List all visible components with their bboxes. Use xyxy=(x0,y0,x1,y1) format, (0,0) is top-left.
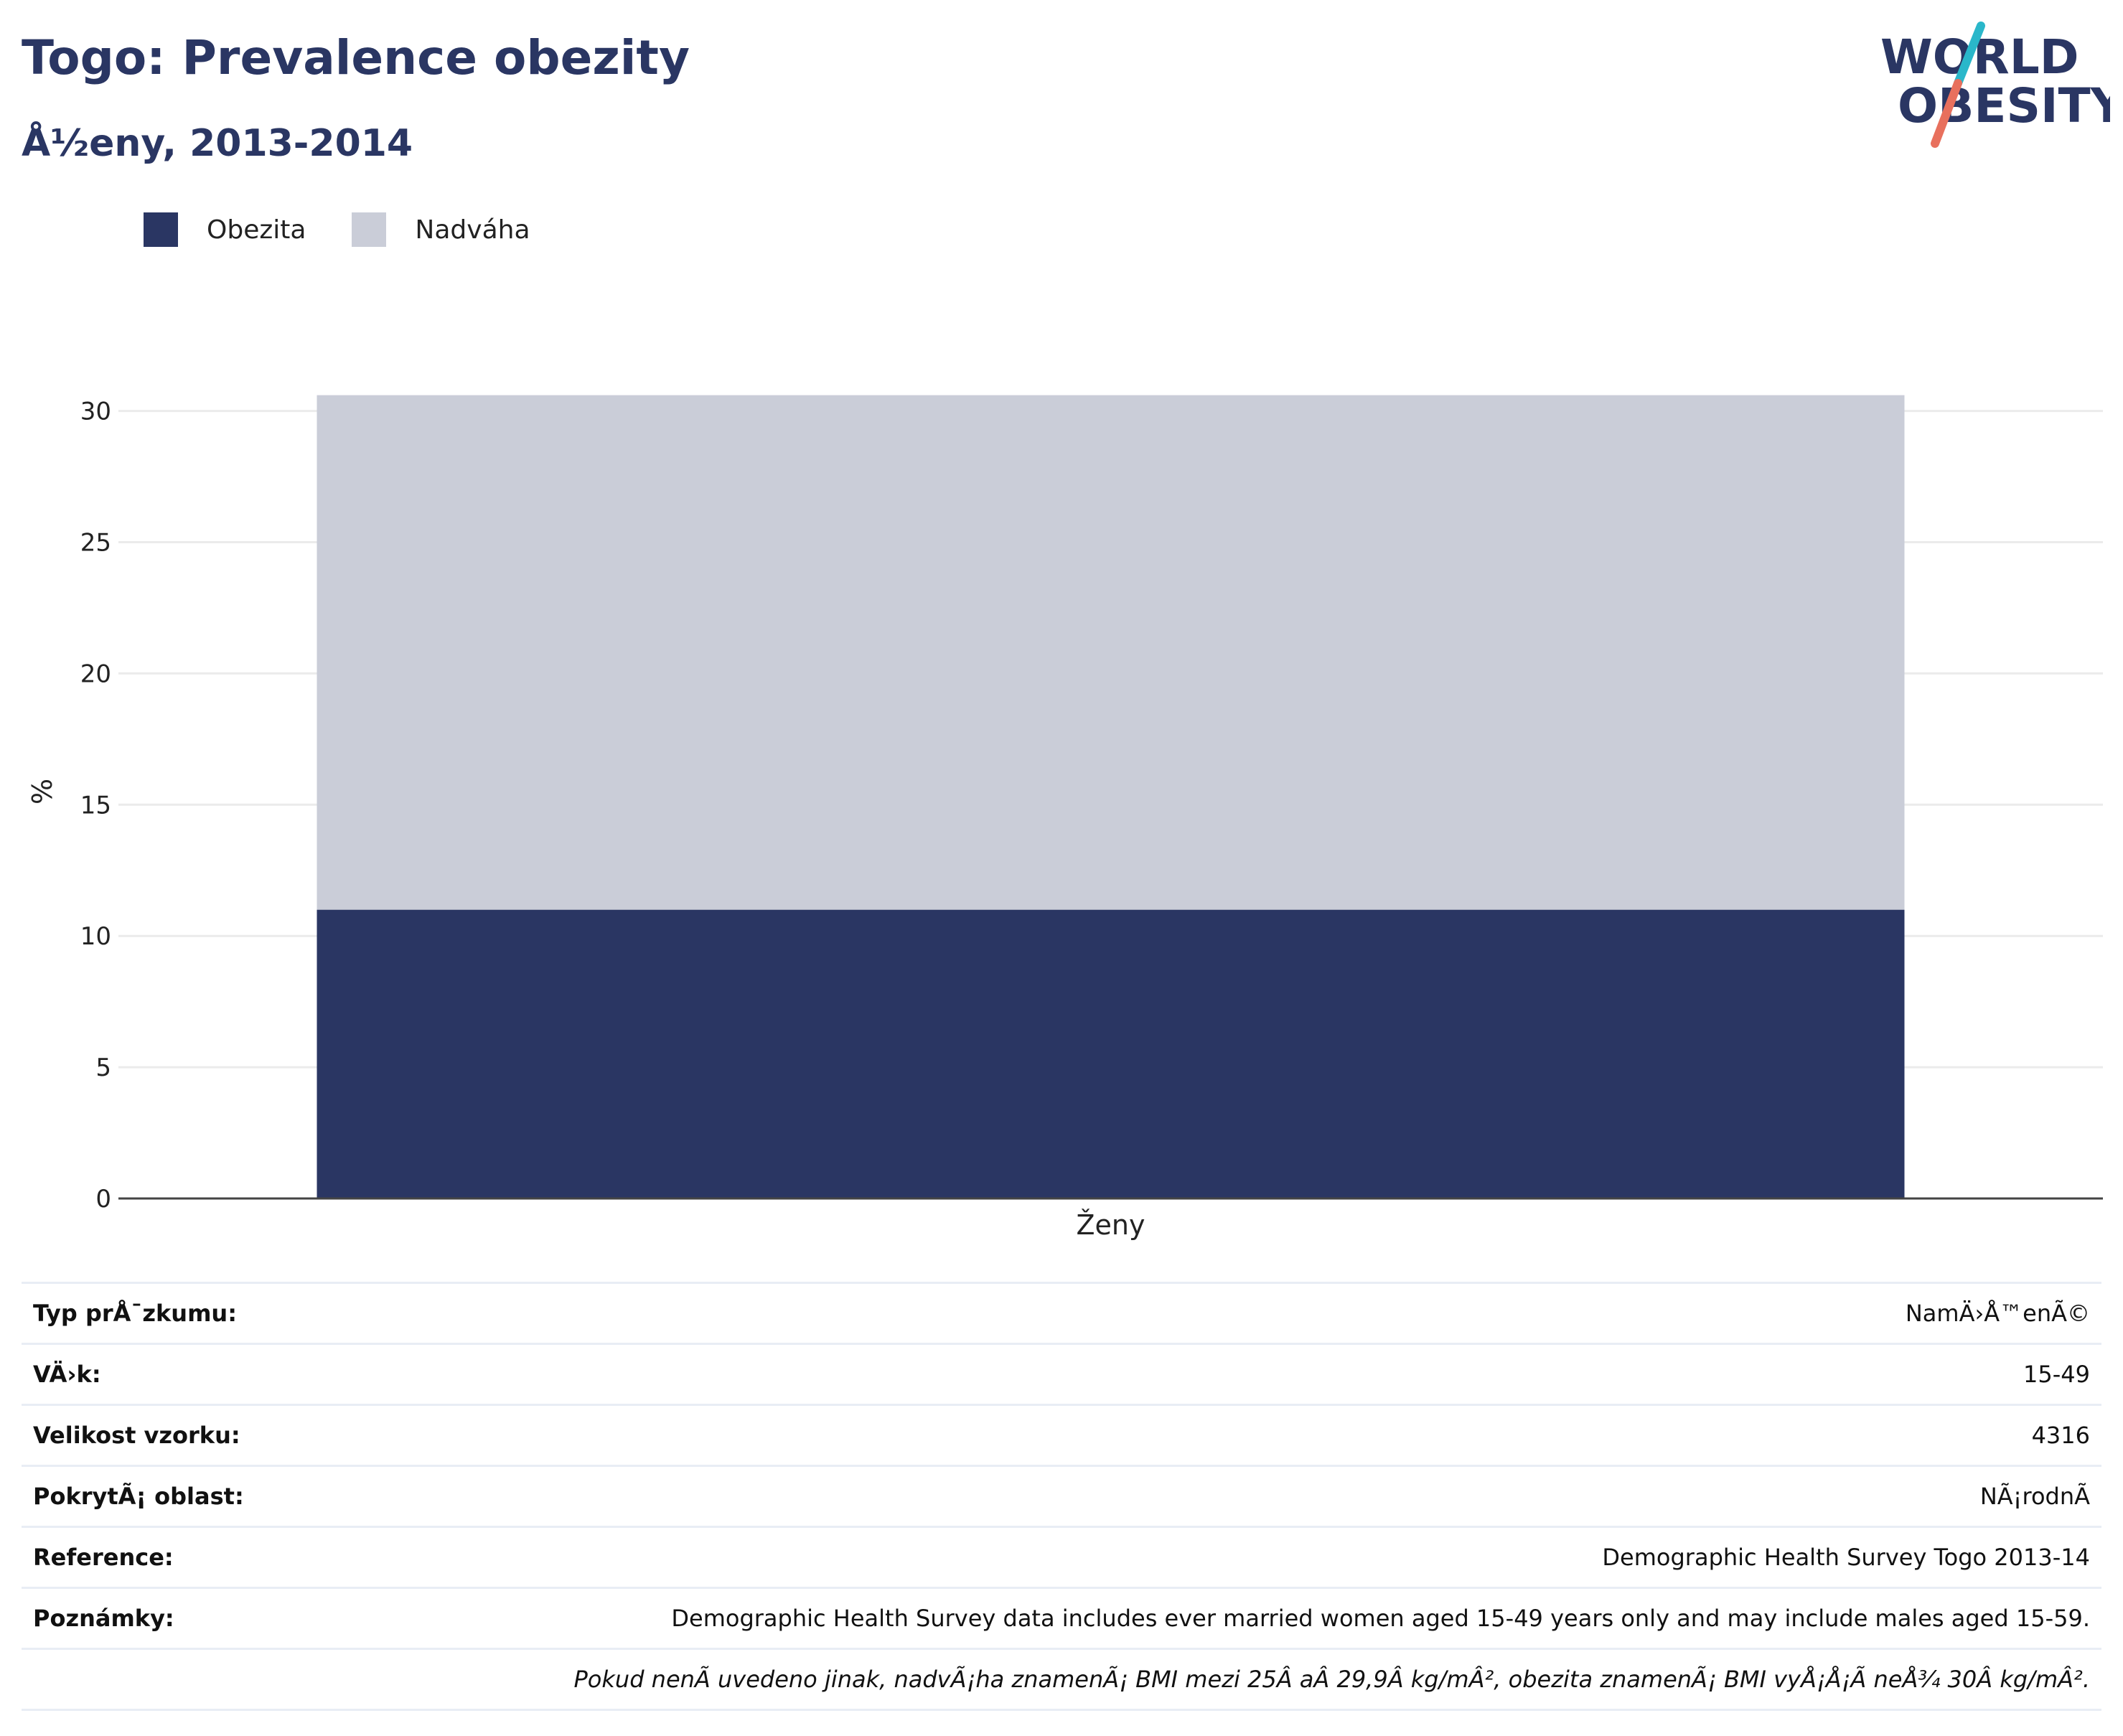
info-row-survey-type: Typ prÅ¯zkumu: NamÄ›Å™enÃ© xyxy=(22,1282,2101,1343)
info-key: PokrytÃ¡ oblast: xyxy=(33,1483,244,1510)
bar-obezita xyxy=(317,909,1905,1198)
legend-label-obezita[interactable]: Obezita xyxy=(207,215,306,245)
bar-nadv-ha xyxy=(317,395,1905,910)
info-table: Typ prÅ¯zkumu: NamÄ›Å™enÃ© VÄ›k: 15-49 V… xyxy=(22,1282,2101,1711)
legend-label-nadvaha[interactable]: Nadváha xyxy=(415,215,530,245)
y-tick-label: 10 xyxy=(80,922,111,951)
chart-subtitle: Å½eny, 2013-2014 xyxy=(22,122,413,165)
x-tick-label: Ženy xyxy=(1077,1209,1145,1241)
world-obesity-logo: WORLD OBESITY xyxy=(1880,22,2110,148)
info-key: Typ prÅ¯zkumu: xyxy=(33,1300,237,1327)
info-value: 15-49 xyxy=(2023,1361,2090,1388)
y-tick-label: 15 xyxy=(80,791,111,820)
y-tick-label: 0 xyxy=(95,1185,111,1214)
y-tick-label: 5 xyxy=(95,1054,111,1082)
chart-title: Togo: Prevalence obezity xyxy=(22,30,690,85)
info-row-notes: Poznámky: Demographic Health Survey data… xyxy=(22,1587,2101,1648)
info-value: NamÄ›Å™enÃ© xyxy=(1905,1300,2090,1327)
info-row-reference: Reference: Demographic Health Survey Tog… xyxy=(22,1526,2101,1587)
info-key: Poznámky: xyxy=(33,1605,174,1632)
logo-slash-teal xyxy=(1954,22,1985,88)
logo-line-2: OBESITY xyxy=(1898,78,2110,133)
info-key: Velikost vzorku: xyxy=(33,1422,240,1449)
info-value: NÃ¡rodnÃ xyxy=(1979,1483,2090,1510)
chart-legend: Obezita Nadváha xyxy=(144,212,576,247)
y-tick-label: 20 xyxy=(80,660,111,688)
info-value: Demographic Health Survey data includes … xyxy=(671,1605,2090,1632)
info-key: Reference: xyxy=(33,1544,174,1571)
info-row-area-covered: PokrytÃ¡ oblast: NÃ¡rodnÃ xyxy=(22,1465,2101,1526)
footnote: Pokud nenÃ uvedeno jinak, nadvÃ¡ha zname… xyxy=(573,1666,2091,1693)
y-axis-label: % xyxy=(27,779,58,804)
legend-swatch-nadvaha[interactable] xyxy=(352,212,387,247)
info-row-footnote: Pokud nenÃ uvedeno jinak, nadvÃ¡ha zname… xyxy=(22,1648,2101,1711)
info-value: Demographic Health Survey Togo 2013-14 xyxy=(1602,1544,2090,1571)
info-row-age: VÄ›k: 15-49 xyxy=(22,1343,2101,1404)
info-key: VÄ›k: xyxy=(33,1361,101,1388)
info-row-sample-size: Velikost vzorku: 4316 xyxy=(22,1404,2101,1465)
y-tick-label: 25 xyxy=(80,528,111,557)
info-value: 4316 xyxy=(2031,1422,2090,1449)
legend-swatch-obezita[interactable] xyxy=(144,212,178,247)
y-tick-label: 30 xyxy=(80,398,111,426)
logo-slash-red xyxy=(1931,79,1962,148)
bar-chart: 0 5 10 15 20 25 30% Ženy xyxy=(27,395,2103,1241)
